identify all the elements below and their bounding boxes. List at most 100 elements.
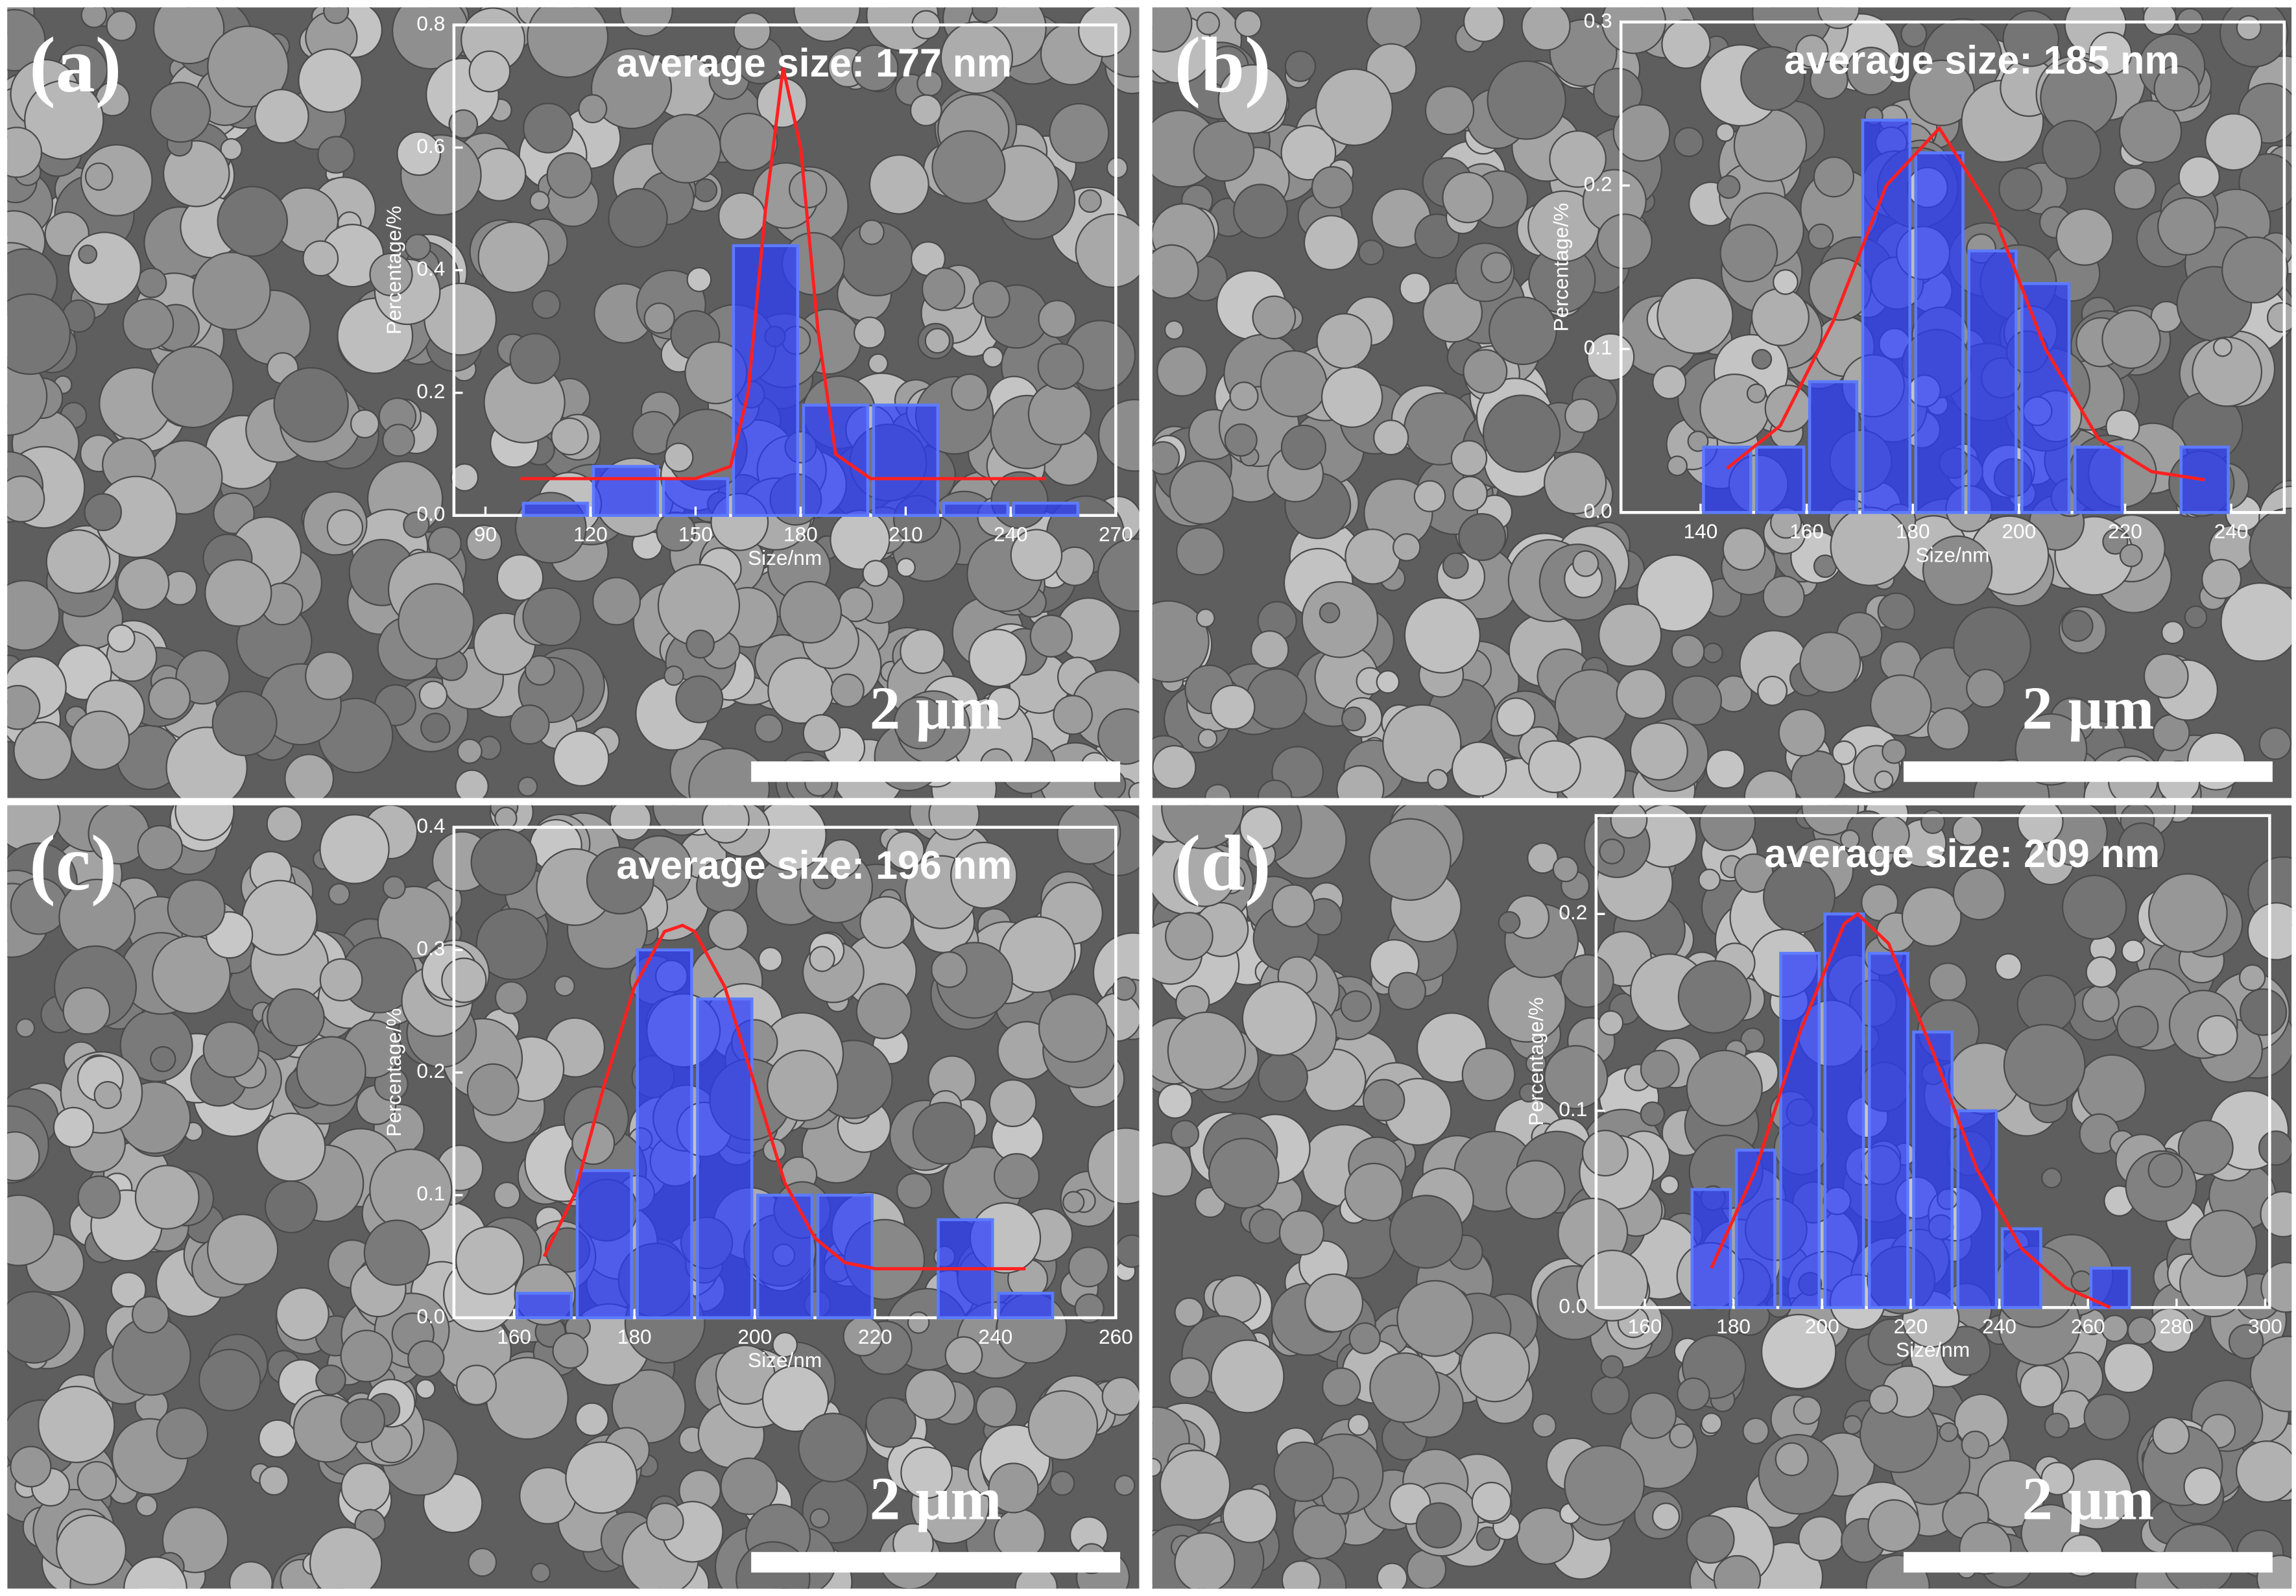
grain: [1527, 740, 1581, 794]
grain: [326, 509, 364, 546]
grain: [707, 909, 748, 951]
grain: [1998, 167, 2043, 211]
bar: [1702, 446, 1752, 514]
scale-bar: [751, 1552, 1121, 1573]
grain: [1027, 1390, 1099, 1460]
grain: [1078, 7, 1132, 58]
grain: [204, 559, 272, 627]
grain: [1518, 1083, 1538, 1103]
y-tick-label: 0.0: [416, 502, 445, 525]
grain: [893, 696, 947, 750]
grain: [266, 805, 303, 842]
grain: [418, 680, 448, 709]
grain: [16, 1018, 36, 1038]
grain: [2221, 236, 2289, 304]
grain: [1554, 669, 1628, 743]
grain: [1773, 269, 1799, 295]
bar: [2020, 282, 2071, 514]
grain: [553, 730, 610, 787]
grain: [517, 776, 538, 797]
grain: [1521, 7, 1571, 51]
grain: [2157, 197, 2216, 256]
grain: [1901, 887, 1962, 947]
x-axis-label: Size/nm: [1896, 1338, 1970, 1361]
grain: [1610, 805, 1648, 839]
grain: [1260, 350, 1328, 418]
grain: [646, 1503, 684, 1541]
scale-bar: [751, 761, 1121, 782]
grain: [1176, 527, 1225, 576]
bar: [872, 403, 940, 518]
grain: [1319, 602, 1341, 624]
grain: [531, 1562, 551, 1583]
grain: [1760, 1313, 1837, 1390]
grain: [1257, 779, 1293, 798]
grain: [1471, 1481, 1512, 1522]
grain: [900, 628, 945, 674]
bar: [696, 997, 754, 1320]
grain: [420, 712, 451, 743]
grain: [7, 1131, 40, 1182]
grain: [382, 423, 416, 457]
bar: [802, 403, 870, 518]
x-axis-label: Size/nm: [748, 1348, 822, 1372]
sem-image: [1152, 7, 2292, 798]
x-tick-label: 240: [1982, 1315, 2016, 1338]
grain: [1801, 805, 1860, 836]
x-tick-label: 200: [737, 1325, 772, 1348]
grain: [2101, 1315, 2129, 1342]
x-tick-label: 220: [858, 1325, 892, 1348]
grain: [1128, 781, 1140, 798]
grain: [1640, 1101, 1666, 1126]
grain: [1152, 441, 1180, 475]
fit-curve: [1726, 125, 2205, 482]
grain: [990, 471, 1049, 529]
grain: [2119, 543, 2143, 567]
grain: [150, 81, 211, 143]
y-axis-label: Percentage/%: [1549, 203, 1572, 331]
grain: [2161, 621, 2185, 645]
y-tick-label: 0.3: [1584, 8, 1612, 32]
grain: [2019, 1364, 2063, 1408]
grain: [80, 7, 108, 29]
grain: [1703, 642, 1723, 663]
grain: [1498, 911, 1521, 934]
grain: [896, 558, 916, 577]
grain: [468, 50, 511, 93]
grain: [1157, 1083, 1193, 1119]
y-tick-label: 0.4: [416, 814, 445, 837]
grain: [1527, 842, 1559, 874]
grain: [84, 493, 123, 532]
grain: [2083, 1393, 2131, 1440]
y-tick-label: 0.2: [416, 379, 445, 403]
grain: [993, 1152, 1040, 1200]
grain: [686, 267, 712, 292]
grain: [1152, 1141, 1193, 1197]
bar: [515, 1291, 573, 1320]
grain: [151, 346, 234, 429]
grain: [590, 48, 673, 130]
grain: [450, 463, 479, 492]
grain: [1078, 189, 1102, 213]
grain: [468, 1547, 497, 1577]
grain: [1922, 535, 1993, 606]
chart-title: average size: 177 nm: [616, 41, 1012, 85]
grain: [1193, 120, 1255, 182]
grain: [404, 233, 431, 261]
grain: [1552, 856, 1579, 883]
grain: [1599, 838, 1625, 864]
grain: [675, 675, 724, 724]
grain: [2228, 1324, 2264, 1360]
grain: [382, 875, 406, 899]
grain: [1010, 529, 1063, 582]
grain: [1778, 708, 1826, 757]
grain: [688, 747, 771, 798]
grain: [136, 267, 167, 298]
grain: [701, 805, 750, 844]
grain: [1404, 597, 1481, 674]
grain: [340, 1398, 386, 1444]
bar: [816, 1193, 874, 1320]
grain: [950, 841, 1018, 909]
x-tick-label: 220: [2108, 519, 2142, 543]
grain: [1652, 365, 1687, 399]
